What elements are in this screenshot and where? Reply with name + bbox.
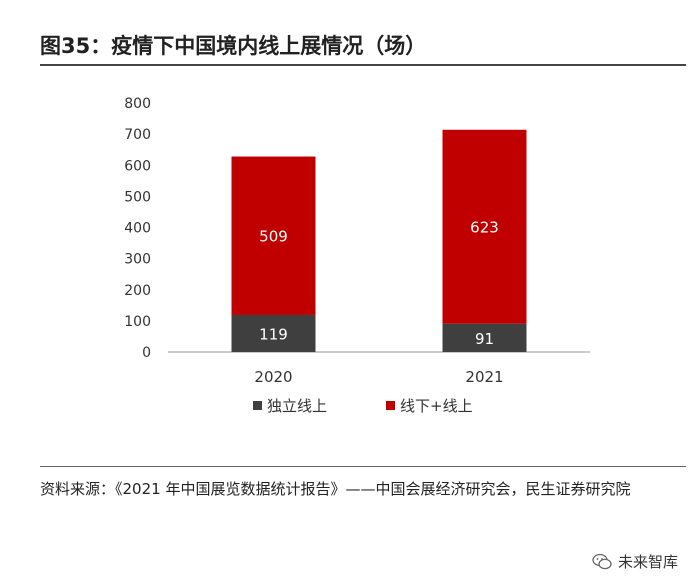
chart-title: 图35：疫情下中国境内线上展情况（场） xyxy=(40,34,427,58)
source-divider xyxy=(40,466,686,467)
bar-segment xyxy=(442,323,527,352)
data-label: 119 xyxy=(259,325,288,343)
y-tick-label: 400 xyxy=(124,221,151,237)
legend-label: 独立线上 xyxy=(267,397,327,415)
watermark-text: 未来智库 xyxy=(617,553,678,571)
data-label: 509 xyxy=(259,228,288,246)
y-tick-label: 300 xyxy=(124,252,151,268)
y-tick-label: 700 xyxy=(124,127,151,143)
watermark: 未来智库 xyxy=(592,551,678,572)
data-label: 623 xyxy=(470,219,499,237)
bar-segment xyxy=(231,156,316,315)
x-tick-label: 2020 xyxy=(254,368,292,386)
legend-swatch xyxy=(253,401,262,410)
y-tick-label: 100 xyxy=(124,314,151,330)
wechat-icon xyxy=(592,553,612,569)
y-tick-label: 200 xyxy=(124,283,151,299)
x-tick-label: 2021 xyxy=(465,368,503,386)
y-tick-label: 600 xyxy=(124,158,151,174)
bar-segment xyxy=(231,314,316,352)
legend-label: 线下+线上 xyxy=(400,397,473,415)
source-note: 资料来源：《2021 年中国展览数据统计报告》——中国会展经济研究会，民生证券研… xyxy=(40,480,631,498)
bar-chart: 0 100 200 300 400 500 600 700 800 119 509 2020 91 623… xyxy=(124,96,590,415)
data-label: 91 xyxy=(475,330,494,348)
title-divider xyxy=(40,64,686,66)
legend-swatch xyxy=(386,401,395,410)
bar-segment xyxy=(442,129,527,324)
y-tick-label: 500 xyxy=(124,189,151,205)
y-tick-label: 0 xyxy=(142,345,151,361)
y-tick-label: 800 xyxy=(124,96,151,112)
